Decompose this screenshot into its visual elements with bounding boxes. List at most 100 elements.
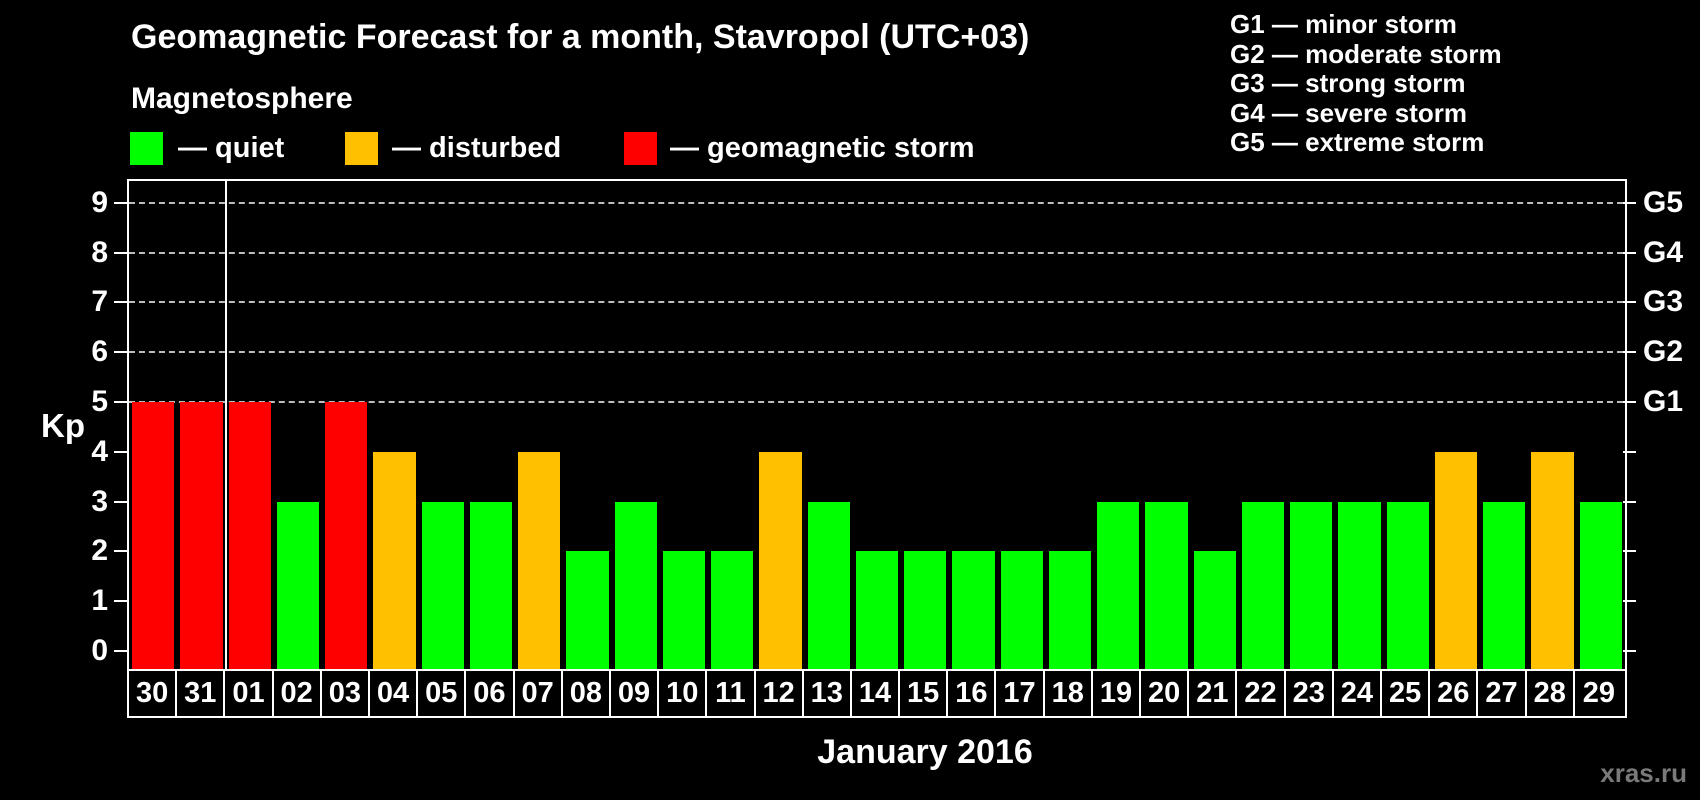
bar-day-27 xyxy=(1483,501,1526,669)
day-label-06: 06 xyxy=(466,671,515,716)
day-label-25: 25 xyxy=(1382,671,1431,716)
right-level-label-g5: G5 xyxy=(1643,185,1684,219)
y-tick-left-0 xyxy=(114,650,127,652)
bar-day-12 xyxy=(759,451,802,669)
day-label-20: 20 xyxy=(1141,671,1190,716)
y-tick-label-6: 6 xyxy=(91,335,108,369)
bar-day-02 xyxy=(276,501,320,669)
y-tick-label-4: 4 xyxy=(91,434,108,468)
day-label-18: 18 xyxy=(1045,671,1093,716)
gridline-kp7 xyxy=(129,301,1623,304)
day-label-14: 14 xyxy=(852,671,901,716)
gridline-kp8 xyxy=(129,251,1623,254)
y-tick-label-3: 3 xyxy=(91,484,108,518)
right-level-label-g1: G1 xyxy=(1643,385,1684,418)
bar-day-06 xyxy=(469,501,513,669)
right-level-label-g2: G2 xyxy=(1643,335,1684,369)
day-label-05: 05 xyxy=(418,671,467,716)
legend-quiet-label: — quiet xyxy=(178,132,285,164)
y-tick-right-5 xyxy=(1623,401,1636,403)
day-label-23: 23 xyxy=(1286,671,1334,716)
bar-day-18 xyxy=(1048,551,1092,669)
y-tick-right-3 xyxy=(1623,500,1636,503)
day-label-17: 17 xyxy=(996,671,1045,716)
right-level-label-g4: G4 xyxy=(1643,235,1684,269)
bar-day-16 xyxy=(952,551,995,669)
month-separator-line xyxy=(224,181,227,669)
gridline-kp5 xyxy=(129,401,1623,403)
bar-day-14 xyxy=(855,551,899,669)
day-label-29: 29 xyxy=(1582,677,1616,709)
y-tick-label-9: 9 xyxy=(91,185,108,219)
watermark: xras.ru xyxy=(1600,758,1687,788)
bar-day-30 xyxy=(132,402,175,669)
bar-day-26 xyxy=(1434,451,1478,669)
y-tick-left-7 xyxy=(114,301,127,304)
y-tick-label-0: 0 xyxy=(91,634,108,667)
y-tick-label-8: 8 xyxy=(91,235,108,269)
page-title: Geomagnetic Forecast for a month, Stavro… xyxy=(131,18,1030,56)
day-label-10: 10 xyxy=(659,671,708,716)
y-tick-left-8 xyxy=(114,251,127,254)
gridline-kp9 xyxy=(129,201,1623,204)
bar-day-01 xyxy=(228,402,271,669)
bar-day-11 xyxy=(711,551,754,669)
day-label-02: 02 xyxy=(274,671,322,716)
y-tick-left-5 xyxy=(114,401,127,403)
bar-day-31 xyxy=(180,402,223,669)
day-label-31: 31 xyxy=(177,671,226,716)
bar-day-23 xyxy=(1290,501,1333,669)
day-label-30: 30 xyxy=(129,671,178,716)
day-label-21: 21 xyxy=(1189,671,1238,716)
day-label-09: 09 xyxy=(611,671,660,716)
day-label-27: 27 xyxy=(1478,671,1527,716)
y-tick-label-7: 7 xyxy=(91,285,108,319)
legend-storm-swatch xyxy=(624,132,657,165)
day-label-28: 28 xyxy=(1527,671,1575,716)
bar-day-21 xyxy=(1193,551,1236,669)
day-label-19: 19 xyxy=(1093,671,1142,716)
bar-day-07 xyxy=(518,451,561,669)
y-tick-right-6 xyxy=(1623,351,1636,354)
day-label-11: 11 xyxy=(707,671,756,716)
day-label-01: 01 xyxy=(225,671,274,716)
storm-scale-item-g3: G3 — strong storm xyxy=(1230,68,1466,99)
bar-day-13 xyxy=(807,501,850,669)
y-tick-right-4 xyxy=(1623,450,1636,453)
bar-day-08 xyxy=(566,551,609,669)
bar-day-05 xyxy=(421,501,464,669)
chart-subtitle: Magnetosphere xyxy=(131,82,353,115)
day-label-04: 04 xyxy=(370,671,419,716)
day-label-03: 03 xyxy=(322,671,370,716)
y-tick-right-9 xyxy=(1623,201,1636,204)
bar-day-22 xyxy=(1241,501,1285,669)
bar-day-25 xyxy=(1386,501,1429,669)
legend-quiet-swatch xyxy=(130,132,163,165)
day-label-16: 16 xyxy=(948,671,997,716)
x-axis-title: January 2016 xyxy=(817,733,1033,771)
day-label-24: 24 xyxy=(1334,671,1383,716)
y-tick-left-6 xyxy=(114,351,127,354)
y-tick-left-3 xyxy=(114,500,127,503)
storm-scale-item-g2: G2 — moderate storm xyxy=(1230,38,1502,69)
bar-day-10 xyxy=(662,551,706,669)
y-tick-right-8 xyxy=(1623,251,1636,254)
bar-day-03 xyxy=(325,402,368,669)
legend-storm-label: — geomagnetic storm xyxy=(670,132,975,164)
bar-day-29 xyxy=(1579,501,1622,669)
y-tick-left-1 xyxy=(114,600,127,603)
y-tick-label-2: 2 xyxy=(91,534,108,568)
storm-scale-item-g5: G5 — extreme storm xyxy=(1230,127,1485,158)
day-label-13: 13 xyxy=(804,671,852,716)
bar-day-09 xyxy=(614,501,657,669)
day-label-15: 15 xyxy=(900,671,949,716)
legend-disturbed-swatch xyxy=(345,132,378,165)
y-axis-label: Kp xyxy=(41,407,85,444)
plot-area xyxy=(127,179,1627,669)
bar-day-20 xyxy=(1145,501,1188,669)
storm-scale-legend: G1 — minor storm G2 — moderate storm G3 … xyxy=(1230,9,1502,158)
storm-scale-item-g1: G1 — minor storm xyxy=(1230,9,1457,39)
y-tick-left-2 xyxy=(114,550,127,553)
